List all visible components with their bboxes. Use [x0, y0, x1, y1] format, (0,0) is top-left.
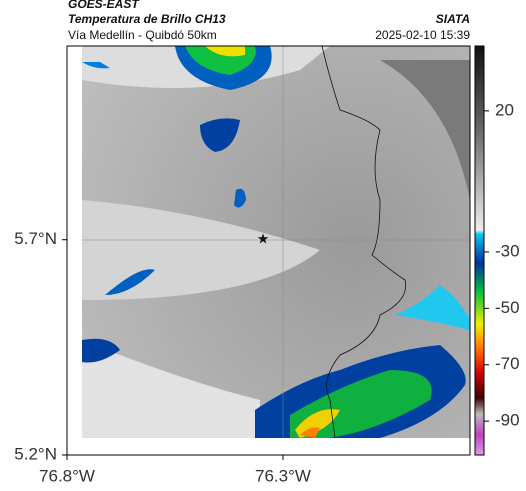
colorbar-tick-label: -50 — [495, 298, 520, 317]
x-tick-label: 76.3°W — [255, 466, 311, 485]
route: Vía Medellín - Quibdó 50km — [68, 28, 217, 42]
colorbar-tick-label: -70 — [495, 354, 520, 373]
colorbar — [474, 45, 485, 456]
source: SIATA — [436, 12, 470, 26]
colorbar-tick-label: 20 — [495, 100, 514, 119]
datetime: 2025-02-10 15:39 — [375, 28, 470, 42]
axes: 76.8°W 76.3°W 5.7°N 5.2°N 20 -30 -50 -70 -90 — [14, 100, 519, 485]
map-image: ★ — [82, 45, 470, 439]
subtitle: Temperatura de Brillo CH13 — [68, 12, 226, 26]
colorbar-tick-label: -30 — [495, 241, 520, 260]
map-frame — [66, 45, 471, 456]
y-tick-label: 5.2°N — [14, 444, 57, 463]
svg-text:★: ★ — [257, 231, 270, 247]
colorbar-tick-label: -90 — [495, 411, 520, 430]
y-tick-label: 5.7°N — [14, 229, 57, 248]
x-tick-label: 76.8°W — [39, 466, 95, 485]
title: GOES-EAST — [68, 0, 140, 11]
